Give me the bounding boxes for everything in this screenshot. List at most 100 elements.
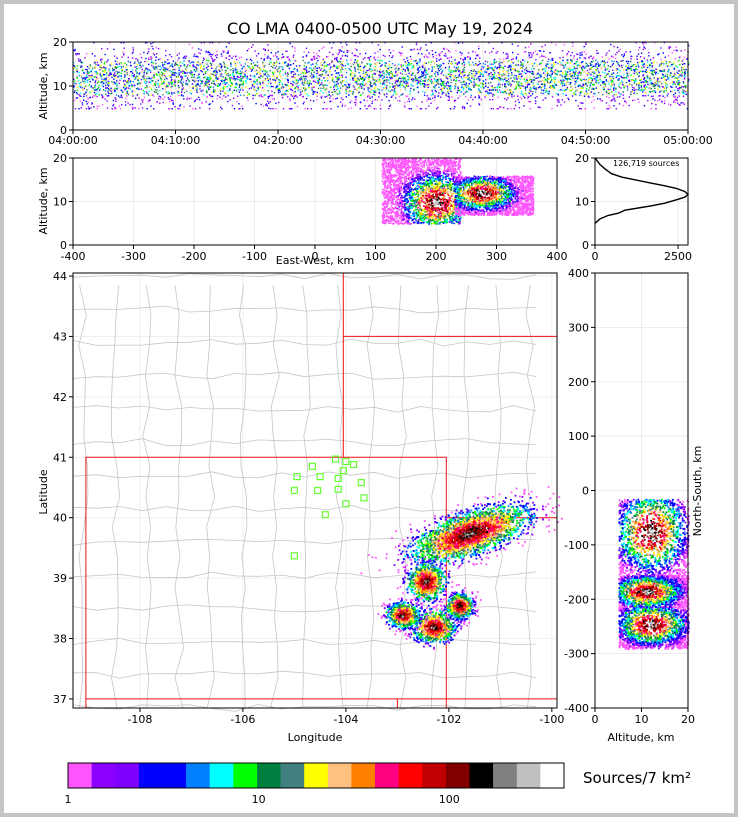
time-height-source bbox=[416, 62, 419, 64]
time-height-source bbox=[630, 69, 633, 71]
time-height-source bbox=[535, 59, 537, 61]
time-height-source bbox=[665, 79, 667, 81]
time-height-source bbox=[223, 85, 225, 87]
time-height-source bbox=[337, 76, 339, 78]
time-height-source bbox=[641, 67, 643, 69]
time-height-source bbox=[490, 67, 492, 69]
time-height-source bbox=[404, 102, 406, 104]
time-height-source bbox=[273, 92, 276, 94]
time-height-source bbox=[653, 69, 655, 72]
time-height-source bbox=[381, 83, 384, 85]
time-height-source bbox=[142, 89, 145, 92]
time-height-source bbox=[271, 85, 273, 88]
time-height-source bbox=[385, 88, 388, 90]
time-height-source bbox=[186, 83, 188, 85]
time-height-source bbox=[104, 90, 107, 92]
time-height-source bbox=[499, 74, 501, 76]
time-height-source bbox=[570, 73, 572, 75]
time-height-source bbox=[290, 70, 292, 73]
time-height-source bbox=[566, 71, 569, 73]
time-height-source bbox=[445, 75, 447, 77]
time-height-source bbox=[273, 71, 276, 73]
time-height-source bbox=[215, 73, 218, 76]
time-height-source bbox=[408, 72, 410, 75]
time-height-source bbox=[571, 95, 574, 97]
time-height-source bbox=[534, 87, 537, 89]
time-height-source bbox=[518, 81, 520, 84]
time-height-source bbox=[576, 58, 578, 60]
time-height-source bbox=[257, 71, 259, 74]
time-height-source bbox=[457, 42, 460, 44]
time-height-source bbox=[352, 93, 354, 95]
time-height-source bbox=[622, 97, 625, 100]
time-height-source bbox=[279, 89, 281, 91]
time-height-source bbox=[644, 88, 646, 90]
time-height-source bbox=[252, 62, 255, 64]
time-height-source bbox=[355, 42, 357, 44]
time-height-source bbox=[470, 89, 473, 91]
time-height-source bbox=[305, 66, 308, 68]
time-height-source bbox=[74, 82, 76, 84]
time-height-source bbox=[673, 61, 675, 64]
time-height-source bbox=[367, 80, 369, 83]
time-height-source bbox=[510, 84, 512, 86]
time-height-source bbox=[245, 82, 247, 84]
time-height-source bbox=[445, 55, 447, 57]
time-height-source bbox=[307, 80, 309, 82]
time-height-source bbox=[221, 55, 223, 57]
time-height-source bbox=[240, 56, 243, 58]
time-height-source bbox=[435, 57, 438, 60]
time-height-source bbox=[178, 92, 181, 94]
time-height-source bbox=[243, 65, 245, 68]
time-height-source bbox=[654, 84, 657, 86]
time-height-source bbox=[520, 98, 523, 100]
time-height-source bbox=[229, 79, 232, 81]
time-height-source bbox=[454, 99, 457, 102]
time-height-source bbox=[380, 76, 382, 78]
time-height-source bbox=[74, 48, 76, 51]
time-height-source bbox=[595, 78, 598, 81]
time-height-source bbox=[649, 77, 652, 80]
time-height-source bbox=[675, 65, 677, 67]
time-height-source bbox=[359, 69, 362, 71]
time-height-source bbox=[566, 81, 568, 83]
time-height-source bbox=[458, 71, 461, 73]
time-height-source bbox=[288, 67, 291, 70]
time-height-source bbox=[280, 87, 283, 89]
time-height-source bbox=[110, 87, 112, 89]
time-height-source bbox=[597, 63, 599, 65]
time-height-source bbox=[140, 82, 143, 84]
time-height-source bbox=[511, 80, 514, 82]
time-height-source bbox=[606, 93, 608, 95]
time-height-source bbox=[583, 45, 585, 48]
time-height-source bbox=[485, 71, 488, 73]
time-height-source bbox=[173, 68, 176, 71]
time-height-source bbox=[187, 60, 189, 62]
time-height-source bbox=[102, 66, 104, 68]
time-height-source bbox=[208, 80, 210, 83]
time-height-source bbox=[439, 55, 441, 57]
time-height-source bbox=[597, 61, 599, 63]
time-height-source bbox=[101, 104, 104, 106]
time-height-source bbox=[454, 106, 456, 108]
time-height-source bbox=[165, 70, 168, 72]
time-height-source bbox=[663, 69, 666, 71]
time-height-source bbox=[611, 76, 614, 78]
time-height-source bbox=[294, 60, 297, 62]
time-height-source bbox=[494, 66, 497, 68]
time-height-source bbox=[325, 84, 328, 86]
time-height-source bbox=[346, 44, 348, 46]
time-height-source bbox=[295, 60, 297, 62]
time-height-source bbox=[667, 55, 670, 57]
time-height-source bbox=[523, 71, 526, 73]
time-height-source bbox=[131, 57, 134, 59]
time-height-source bbox=[563, 79, 565, 82]
time-height-source bbox=[373, 57, 375, 59]
time-height-source bbox=[540, 75, 542, 78]
time-height-source bbox=[450, 90, 452, 92]
time-height-source bbox=[214, 59, 216, 61]
time-height-source bbox=[573, 92, 575, 94]
time-height-source bbox=[370, 106, 372, 108]
time-height-source bbox=[475, 83, 477, 85]
time-height-source bbox=[115, 82, 117, 84]
